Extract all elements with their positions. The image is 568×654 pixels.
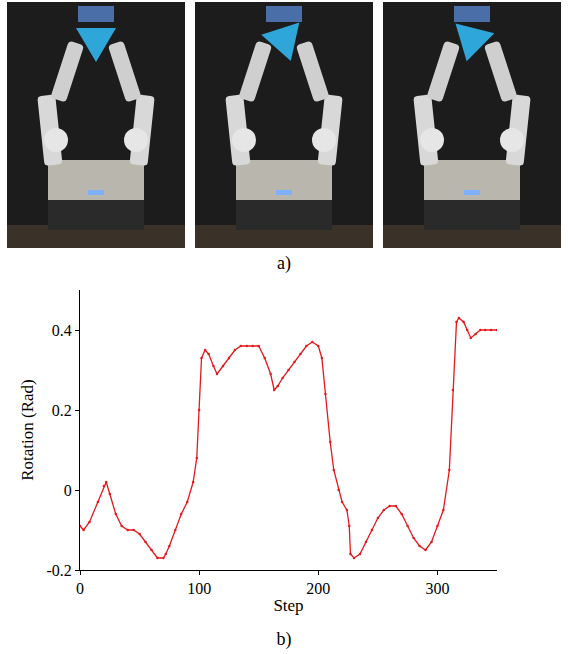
- svg-text:Rotation (Rad): Rotation (Rad): [18, 379, 37, 481]
- html-text:a): a): [277, 253, 291, 273]
- svg-text:300: 300: [425, 580, 449, 597]
- svg-text:0.4: 0.4: [52, 322, 72, 339]
- svg-text:0.2: 0.2: [52, 402, 72, 419]
- html-text:b): b): [276, 629, 292, 649]
- svg-text:100: 100: [187, 580, 211, 597]
- svg-text:-0.2: -0.2: [46, 562, 71, 579]
- svg-text:0: 0: [64, 482, 72, 499]
- svg-text:200: 200: [306, 580, 330, 597]
- svg-text:Step: Step: [273, 596, 303, 615]
- svg-text:0: 0: [76, 580, 84, 597]
